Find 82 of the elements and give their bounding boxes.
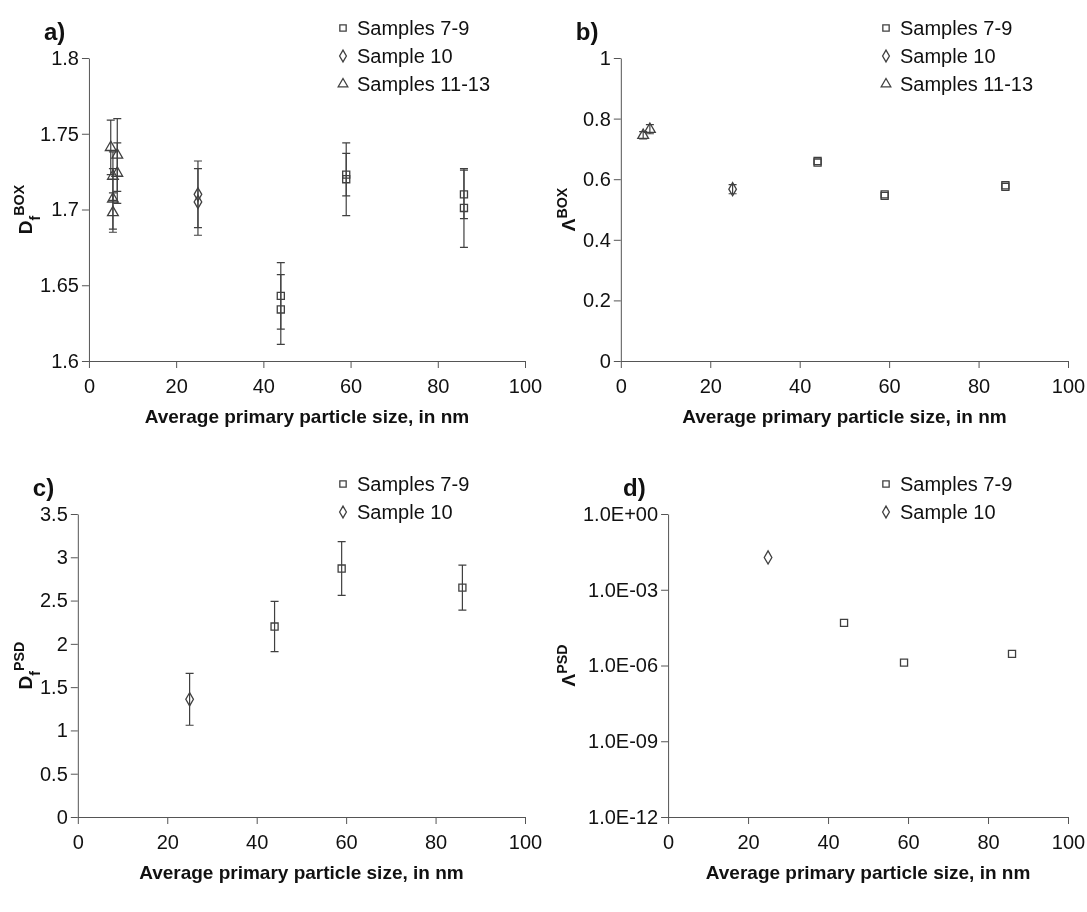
y-tick-label: 1.8 [51, 46, 79, 69]
x-tick-label: 80 [424, 831, 448, 853]
chart-title: c) [32, 474, 55, 501]
x-tick-label: 80 [977, 831, 1000, 853]
y-tick-label: 1.6 [51, 349, 79, 372]
y-tick-label: 0.2 [583, 289, 611, 312]
y-tick-label: 0.5 [40, 762, 68, 785]
x-tick-label: 20 [699, 375, 722, 397]
x-axis-title: Average primary particle size, in nm [144, 406, 470, 427]
chart-title: d) [623, 474, 646, 501]
y-tick-label: 1.0E-09 [588, 730, 659, 753]
x-tick-label: 60 [335, 831, 358, 853]
point [342, 170, 351, 179]
y-tick-label: 1 [56, 719, 68, 742]
x-tick-label: 80 [967, 375, 991, 397]
x-axis-title: Average primary particle size, in nm [682, 406, 1007, 427]
chart-title: b) [575, 18, 599, 45]
point [899, 658, 909, 667]
point [459, 190, 469, 199]
legend-label: Samples 11-13 [900, 73, 1034, 95]
x-tick-label: 100 [508, 831, 543, 853]
y-tick-label: 2.5 [40, 589, 68, 612]
point [342, 175, 351, 184]
x-tick-label: 80 [427, 375, 450, 397]
y-tick-label: 1 [599, 46, 611, 69]
y-tick-label: 3 [56, 546, 68, 569]
point [106, 169, 119, 180]
x-tick-label: 60 [878, 375, 901, 397]
x-tick-label: 40 [252, 375, 275, 397]
legend-label: Sample 10 [900, 501, 996, 523]
y-tick-label: 0 [56, 805, 68, 828]
point [111, 148, 124, 159]
x-axis-title: Average primary particle size, in nm [139, 862, 464, 883]
x-tick-label: 20 [156, 831, 179, 853]
point [839, 618, 849, 628]
x-tick-label: 0 [663, 831, 675, 853]
y-tick-label: 2 [56, 632, 68, 655]
x-tick-label: 100 [1051, 831, 1086, 853]
x-tick-label: 100 [1051, 375, 1086, 397]
point [458, 583, 467, 592]
y-tick-label: 0.4 [583, 228, 611, 251]
y-tick-label: 1.7 [51, 198, 79, 221]
y-tick-label: 1.75 [40, 122, 79, 145]
point [276, 305, 285, 314]
x-tick-label: 20 [737, 831, 760, 853]
y-tick-label: 1.0E+00 [583, 502, 659, 525]
chart-title: a) [43, 18, 66, 45]
y-tick-label: 3.5 [40, 502, 68, 525]
point [106, 205, 119, 217]
y-tick-label: 1.65 [40, 274, 79, 297]
y-tick-label: 1.0E-06 [588, 654, 659, 677]
x-tick-label: 40 [817, 831, 840, 853]
x-tick-label: 40 [789, 375, 812, 397]
y-tick-label: 1.0E-12 [588, 805, 659, 828]
legend-label: Samples 7-9 [900, 473, 1013, 495]
y-tick-label: 1.0E-03 [588, 578, 659, 601]
legend-label: Samples 11-13 [357, 73, 491, 95]
legend-label: Sample 10 [900, 45, 996, 67]
point [104, 140, 117, 152]
y-tick-label: 0 [599, 349, 611, 372]
legend-label: Samples 7-9 [357, 473, 470, 495]
y-tick-label: 1.5 [40, 676, 68, 699]
point [111, 166, 124, 177]
legend-label: Sample 10 [357, 501, 453, 523]
x-tick-label: 0 [83, 375, 95, 397]
x-tick-label: 100 [508, 375, 543, 397]
y-tick-label: 0.6 [583, 168, 611, 191]
point [270, 622, 279, 631]
point [276, 291, 285, 301]
legend-label: Samples 7-9 [357, 17, 470, 39]
point [1007, 649, 1017, 659]
x-tick-label: 20 [165, 375, 188, 397]
x-tick-label: 60 [339, 375, 363, 397]
x-tick-label: 40 [246, 831, 269, 853]
point [459, 203, 469, 213]
y-tick-label: 0.8 [583, 107, 611, 130]
x-tick-label: 60 [897, 831, 920, 853]
x-axis-title: Average primary particle size, in nm [705, 862, 1031, 883]
legend-label: Sample 10 [357, 45, 453, 67]
point [106, 192, 119, 203]
legend-label: Samples 7-9 [900, 17, 1013, 39]
point [337, 564, 346, 573]
